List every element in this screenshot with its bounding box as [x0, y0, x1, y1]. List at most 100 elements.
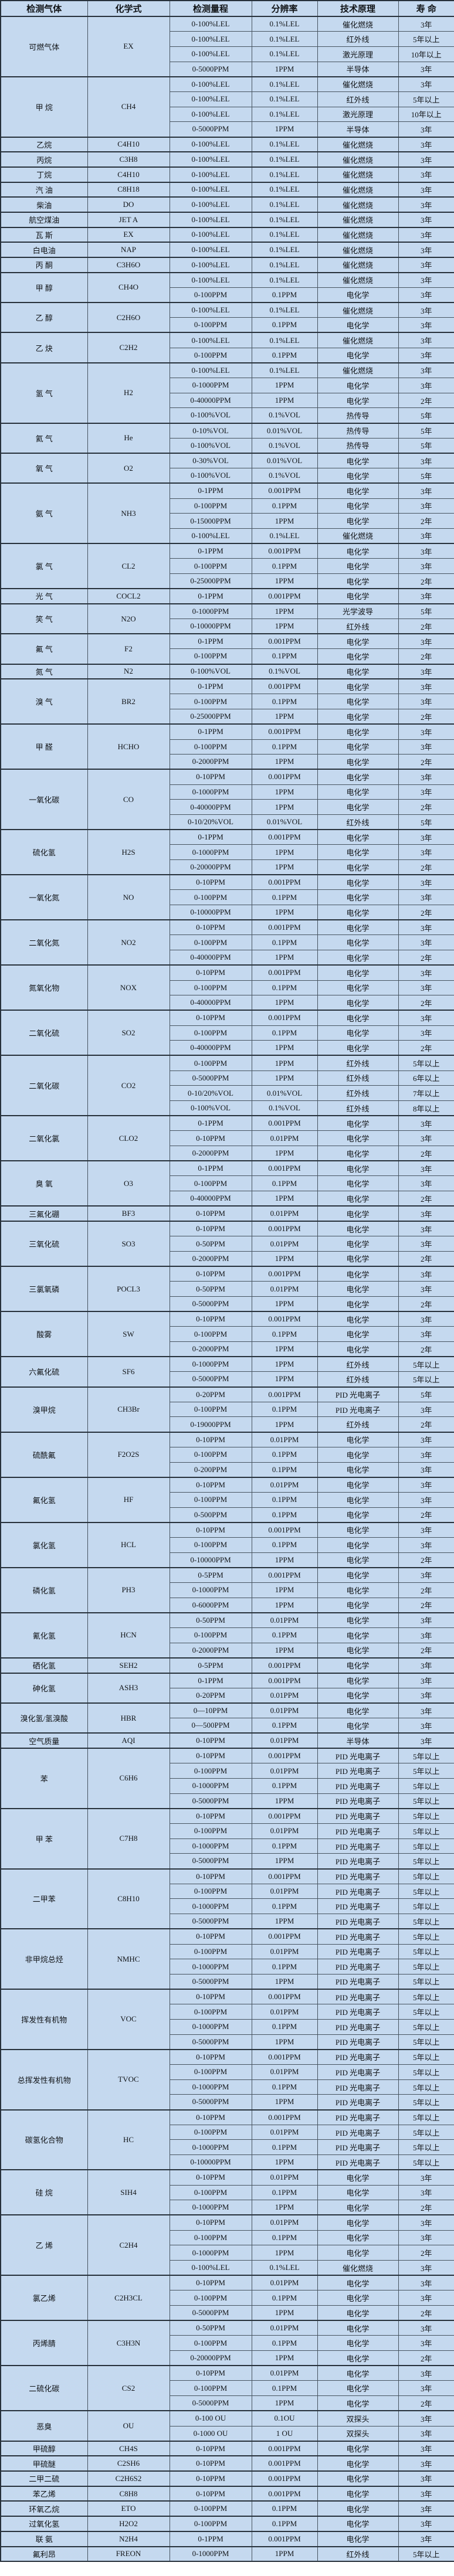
- principle-cell: 电化学: [317, 1266, 399, 1282]
- principle-cell: 电化学: [317, 1687, 399, 1704]
- gas-name-cell: 三氟化硼: [0, 1205, 88, 1222]
- principle-cell: 电化学: [317, 1130, 399, 1147]
- life-cell: 5年以上: [398, 1943, 454, 1960]
- range-cell: 0-100PPM: [169, 739, 252, 755]
- formula-cell: HF: [87, 1476, 170, 1523]
- range-cell: 0-10PPM: [169, 2048, 252, 2065]
- principle-cell: PID 光电离子: [317, 2048, 399, 2065]
- resolution-cell: 0.1PPM: [251, 1838, 318, 1854]
- life-cell: 2年: [398, 392, 454, 409]
- resolution-cell: 0.1%LEL: [251, 362, 318, 378]
- principle-cell: 电化学: [317, 1191, 399, 1207]
- resolution-cell: 0.01PPM: [251, 2124, 318, 2140]
- formula-cell: C4H10: [87, 166, 170, 183]
- life-cell: 3年: [398, 558, 454, 574]
- resolution-cell: 1PPM: [251, 995, 318, 1011]
- table-row: 柴油 DO 0-100%LEL 0.1%LEL 催化燃烧 3年: [0, 196, 454, 213]
- range-cell: 0-10PPM: [169, 1205, 252, 1222]
- table-row: 甲硫醇 CH4S 0-10PPM 0.001PPM 电化学 3年: [0, 2440, 454, 2456]
- gas-name-cell: 砷化氢: [0, 1672, 88, 1704]
- formula-cell: F2: [87, 633, 170, 665]
- table-row: 溴化氢/氢溴酸 HBR 0—10PPM 0.01PPM 电化学 3年: [0, 1702, 454, 1734]
- range-cell: 0-100%LEL: [169, 242, 252, 258]
- principle-cell: 电化学: [317, 2335, 399, 2351]
- principle-cell: 电化学: [317, 468, 399, 484]
- life-cell: 3年: [398, 1718, 454, 1734]
- formula-cell: C8H18: [87, 181, 170, 198]
- principle-cell: 电化学: [317, 1160, 399, 1177]
- life-cell: 3年: [398, 1326, 454, 1342]
- table-row: 0-100%VOL 0.1%VOL 红外线 8年以上: [1, 1100, 454, 1116]
- table-row: 0-5000PPM 1PPM PID 光电离子 5年以上: [1, 2034, 454, 2050]
- principle-cell: 热传导: [317, 437, 399, 454]
- range-cell: 0-10PPM: [169, 1989, 252, 2005]
- principle-cell: PID 光电离子: [317, 2034, 399, 2050]
- range-cell: 0-5000PPM: [169, 1914, 252, 1929]
- resolution-cell: 0.01%VOL: [251, 814, 318, 830]
- formula-cell: NOX: [87, 964, 170, 1011]
- table-row: 0-100%LEL 0.1%LEL 催化燃烧 3年: [1, 2259, 454, 2276]
- formula-cell: SO2: [87, 1010, 170, 1056]
- life-cell: 7年以上: [398, 1085, 454, 1101]
- table-row: 0-5000PPM 1PPM PID 光电离子 5年以上: [1, 1914, 454, 1929]
- life-cell: 3年: [398, 1672, 454, 1688]
- range-cell: 0-100PPM: [169, 1446, 252, 1463]
- principle-cell: PID 光电离子: [317, 1898, 399, 1915]
- principle-cell: 电化学: [317, 1702, 399, 1719]
- life-cell: 3年: [398, 2500, 454, 2517]
- range-cell: 0-100%VOL: [169, 407, 252, 424]
- range-cell: 0-10000PPM: [169, 905, 252, 920]
- life-cell: 3年: [398, 257, 454, 273]
- resolution-cell: 1PPM: [251, 2395, 318, 2411]
- resolution-cell: 0.1PPM: [251, 558, 318, 574]
- table-row: 硅 烷 SIH4 0-10PPM 0.01PPM 电化学 3年: [0, 2169, 454, 2215]
- range-cell: 0-1000PPM: [169, 378, 252, 393]
- principle-cell: PID 光电离子: [317, 2124, 399, 2140]
- resolution-cell: 1PPM: [251, 1582, 318, 1598]
- principle-cell: 电化学: [317, 1311, 399, 1327]
- range-cell: 0-50PPM: [169, 2320, 252, 2336]
- formula-cell: ETO: [87, 2500, 170, 2517]
- life-cell: 3年: [398, 528, 454, 544]
- life-cell: 2年: [398, 2395, 454, 2411]
- gas-name-cell: 甲硫醇: [0, 2440, 88, 2456]
- range-cell: 0-1000PPM: [169, 1898, 252, 1915]
- range-cell: 0-100PPM: [169, 1055, 252, 1071]
- life-cell: 3年: [398, 16, 454, 32]
- table-row: 氯乙烯 C2H3CL 0-10PPM 0.01PPM 电化学 3年: [0, 2275, 454, 2321]
- principle-cell: 电化学: [317, 995, 399, 1011]
- gas-name-cell: 丁烷: [0, 166, 88, 183]
- range-cell: 0-10PPM: [169, 1431, 252, 1447]
- resolution-cell: 0.001PPM: [251, 1566, 318, 1583]
- resolution-cell: 0.01PPM: [251, 1763, 318, 1779]
- resolution-cell: 0.1%LEL: [251, 302, 318, 318]
- range-cell: 0-10PPM: [169, 964, 252, 981]
- principle-cell: PID 光电离子: [317, 2109, 399, 2125]
- principle-cell: 催化燃烧: [317, 271, 399, 288]
- principle-cell: 电化学: [317, 1010, 399, 1026]
- resolution-cell: 0.01PPM: [251, 2004, 318, 2020]
- principle-cell: 红外线: [317, 1100, 399, 1116]
- formula-cell: CH4O: [87, 271, 170, 303]
- principle-cell: 电化学: [317, 287, 399, 303]
- principle-cell: 电化学: [317, 799, 399, 815]
- principle-cell: 电化学: [317, 2169, 399, 2186]
- life-cell: 5年: [398, 407, 454, 424]
- table-row: 0-100PPM 0.1PPM 电化学 3年: [1, 2184, 454, 2201]
- gas-name-cell: 乙 炔: [0, 332, 88, 363]
- formula-cell: NMHC: [87, 1928, 170, 1990]
- resolution-cell: 0.01PPM: [251, 2214, 318, 2231]
- resolution-cell: 1PPM: [251, 2034, 318, 2050]
- range-cell: 0-10PPM: [169, 2455, 252, 2472]
- table-row: 0-20000PPM 1PPM 电化学 2年: [1, 2350, 454, 2366]
- gas-name-cell: 溴 气: [0, 678, 88, 725]
- resolution-cell: 0.001PPM: [251, 1672, 318, 1688]
- resolution-cell: 1PPM: [251, 61, 318, 77]
- table-row: 氯 气 CL2 0-1PPM 0.001PPM 电化学 3年: [0, 543, 454, 589]
- table-row: 丁烷 C4H10 0-100%LEL 0.1%LEL 催化燃烧 3年: [0, 166, 454, 183]
- range-cell: 0-1PPM: [169, 482, 252, 499]
- principle-cell: 电化学: [317, 1597, 399, 1613]
- resolution-cell: 1PPM: [251, 1371, 318, 1388]
- formula-cell: SW: [87, 1311, 170, 1357]
- table-row: 甲 醛 HCHO 0-1PPM 0.001PPM 电化学 3年: [0, 723, 454, 770]
